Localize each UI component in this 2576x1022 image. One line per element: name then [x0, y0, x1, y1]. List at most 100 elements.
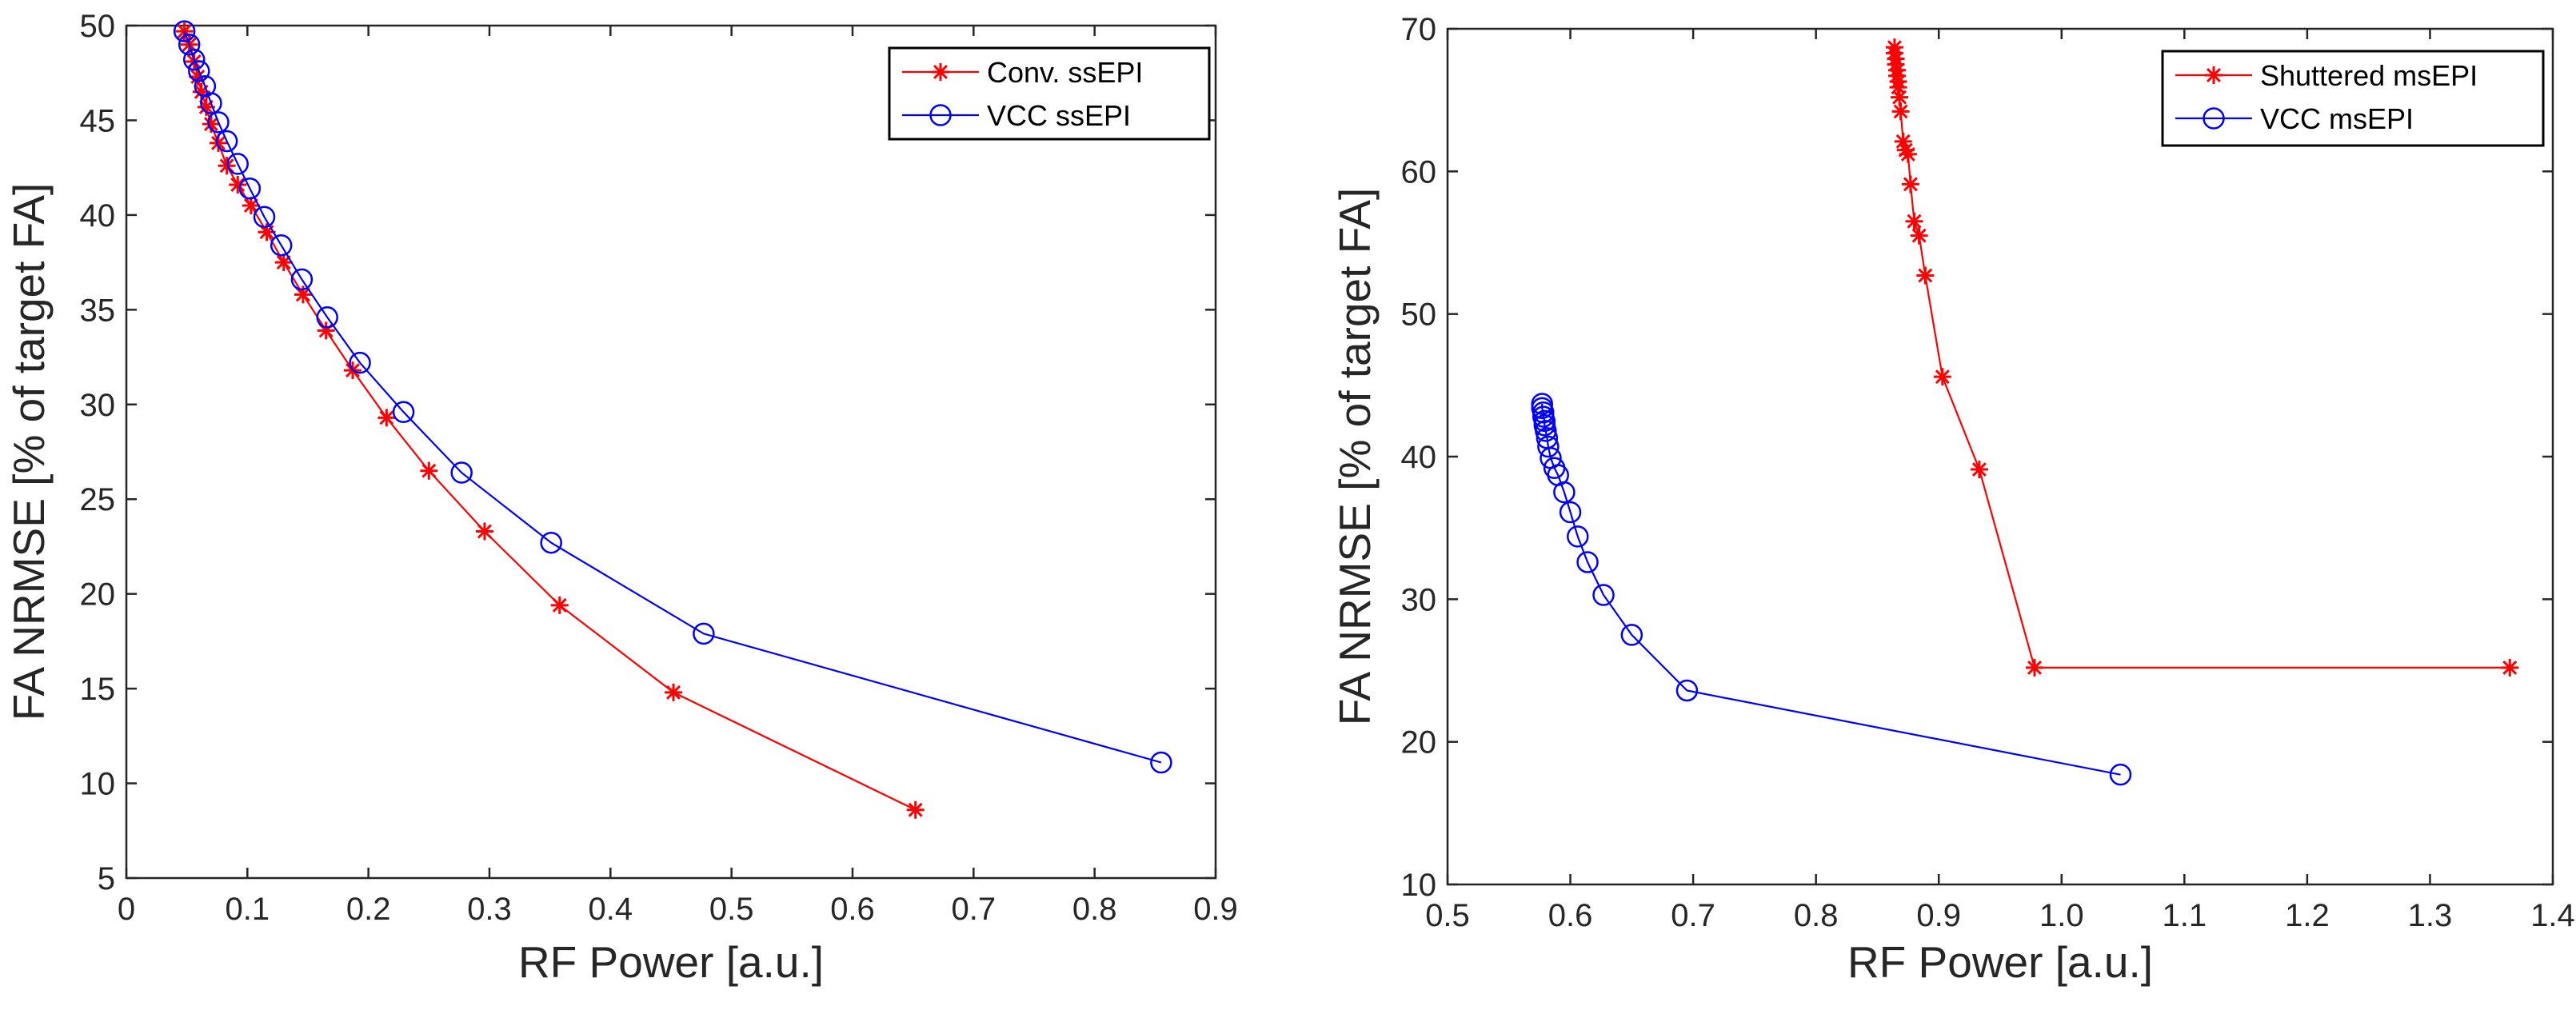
- data-point: [2501, 658, 2519, 677]
- x-tick-label: 0.6: [1548, 898, 1593, 933]
- y-tick-label: 60: [1401, 154, 1437, 190]
- x-tick-label: 0.8: [1072, 892, 1117, 927]
- data-point: [173, 20, 196, 42]
- data-point: [258, 223, 276, 242]
- data-point: [420, 461, 438, 480]
- y-tick-label: 25: [80, 482, 116, 517]
- data-point: [1933, 368, 1951, 386]
- data-point: [906, 800, 925, 819]
- data-point: [1896, 141, 1915, 159]
- data-point: [2026, 658, 2043, 677]
- data-point: [253, 206, 276, 229]
- y-tick-label: 20: [1401, 725, 1437, 761]
- data-point: [226, 153, 249, 175]
- data-point: [665, 683, 683, 701]
- series-2: [173, 20, 1172, 774]
- x-axis-label: RF Power [a.u.]: [1847, 937, 2153, 987]
- series-1: [1885, 38, 2519, 677]
- data-point: [188, 60, 210, 82]
- data-point: [210, 134, 228, 152]
- data-point: [450, 461, 473, 484]
- series-line: [183, 30, 1162, 764]
- data-point: [550, 596, 569, 614]
- legend-label: VCC msEPI: [2260, 102, 2414, 135]
- y-tick-label: 50: [80, 9, 116, 44]
- x-tick-label: 0.8: [1794, 898, 1839, 933]
- data-point: [192, 82, 210, 101]
- data-point: [1910, 226, 1928, 245]
- y-tick-label: 70: [1401, 12, 1437, 47]
- data-point: [2109, 763, 2132, 786]
- data-point: [1916, 266, 1935, 285]
- legend-marker: [929, 104, 952, 126]
- x-axis-label: RF Power [a.u.]: [518, 937, 824, 987]
- y-tick-label: 5: [98, 861, 115, 896]
- x-tick-label: 1.1: [2163, 898, 2207, 933]
- legend-marker: [2205, 66, 2223, 84]
- y-tick-label: 10: [80, 767, 116, 802]
- legend-label: VCC ssEPI: [987, 99, 1131, 132]
- x-tick-label: 0.7: [952, 892, 996, 927]
- data-point: [475, 522, 493, 541]
- y-tick-label: 15: [80, 672, 116, 707]
- y-tick-label: 20: [80, 577, 116, 613]
- legend-marker: [932, 63, 949, 81]
- x-tick-label: 0.6: [830, 892, 875, 927]
- x-tick-label: 0.2: [346, 892, 391, 927]
- data-point: [1150, 751, 1172, 774]
- data-point: [392, 401, 415, 424]
- y-tick-label: 40: [1401, 440, 1437, 475]
- data-point: [207, 111, 230, 134]
- series-2: [1531, 393, 2132, 786]
- data-point: [1894, 132, 1912, 150]
- data-point: [1905, 212, 1923, 230]
- data-point: [1970, 461, 1988, 479]
- y-tick-label: 30: [1401, 582, 1437, 617]
- data-point: [189, 67, 207, 86]
- x-tick-label: 0.3: [467, 892, 512, 927]
- x-tick-label: 0.7: [1671, 898, 1715, 933]
- data-point: [1888, 66, 1907, 85]
- data-point: [1901, 175, 1919, 194]
- data-point: [1675, 679, 1699, 702]
- data-point: [215, 130, 238, 153]
- data-point: [202, 115, 220, 134]
- legend-box: [2161, 50, 2545, 147]
- plot-area: [125, 24, 1217, 880]
- y-tick-label: 50: [1401, 297, 1437, 333]
- data-point: [1891, 88, 1909, 106]
- x-tick-label: 0.5: [709, 892, 754, 927]
- data-point: [182, 48, 206, 71]
- data-point: [349, 351, 371, 374]
- data-point: [290, 268, 314, 291]
- data-point: [218, 157, 236, 175]
- data-point: [317, 321, 335, 340]
- y-tick-label: 35: [80, 293, 116, 328]
- data-point: [1885, 44, 1903, 62]
- data-point: [242, 197, 260, 215]
- x-tick-label: 1.4: [2530, 898, 2575, 933]
- series-line: [183, 30, 917, 811]
- y-axis-label: FA NRMSE [% of target FA]: [1330, 188, 1380, 725]
- y-tick-label: 30: [80, 388, 116, 423]
- data-point: [1576, 551, 1599, 573]
- x-tick-label: 0.5: [1425, 898, 1470, 933]
- data-point: [1887, 55, 1905, 74]
- data-point: [274, 254, 293, 272]
- data-point: [294, 285, 312, 304]
- data-point: [316, 306, 338, 329]
- x-tick-label: 1.0: [2039, 898, 2084, 933]
- data-point: [377, 409, 396, 427]
- x-tick-label: 0.4: [589, 892, 633, 927]
- data-point: [1889, 78, 1907, 97]
- chart-panel-1: 0 0.1 0.2 0.3 0.4 0.5 0.6 0.7 0.8 0.9 5 10 15 20 25 30 3…: [4, 9, 1238, 987]
- x-tick-label: 0: [118, 892, 135, 927]
- legend: Conv. ssEPI VCC ssEPI: [888, 46, 1211, 141]
- plot-area: [1446, 27, 2554, 886]
- data-point: [1592, 584, 1615, 606]
- data-point: [178, 33, 201, 56]
- y-tick-label: 10: [1401, 868, 1437, 903]
- y-axis-label: FA NRMSE [% of target FA]: [4, 183, 54, 721]
- data-point: [1891, 102, 1910, 121]
